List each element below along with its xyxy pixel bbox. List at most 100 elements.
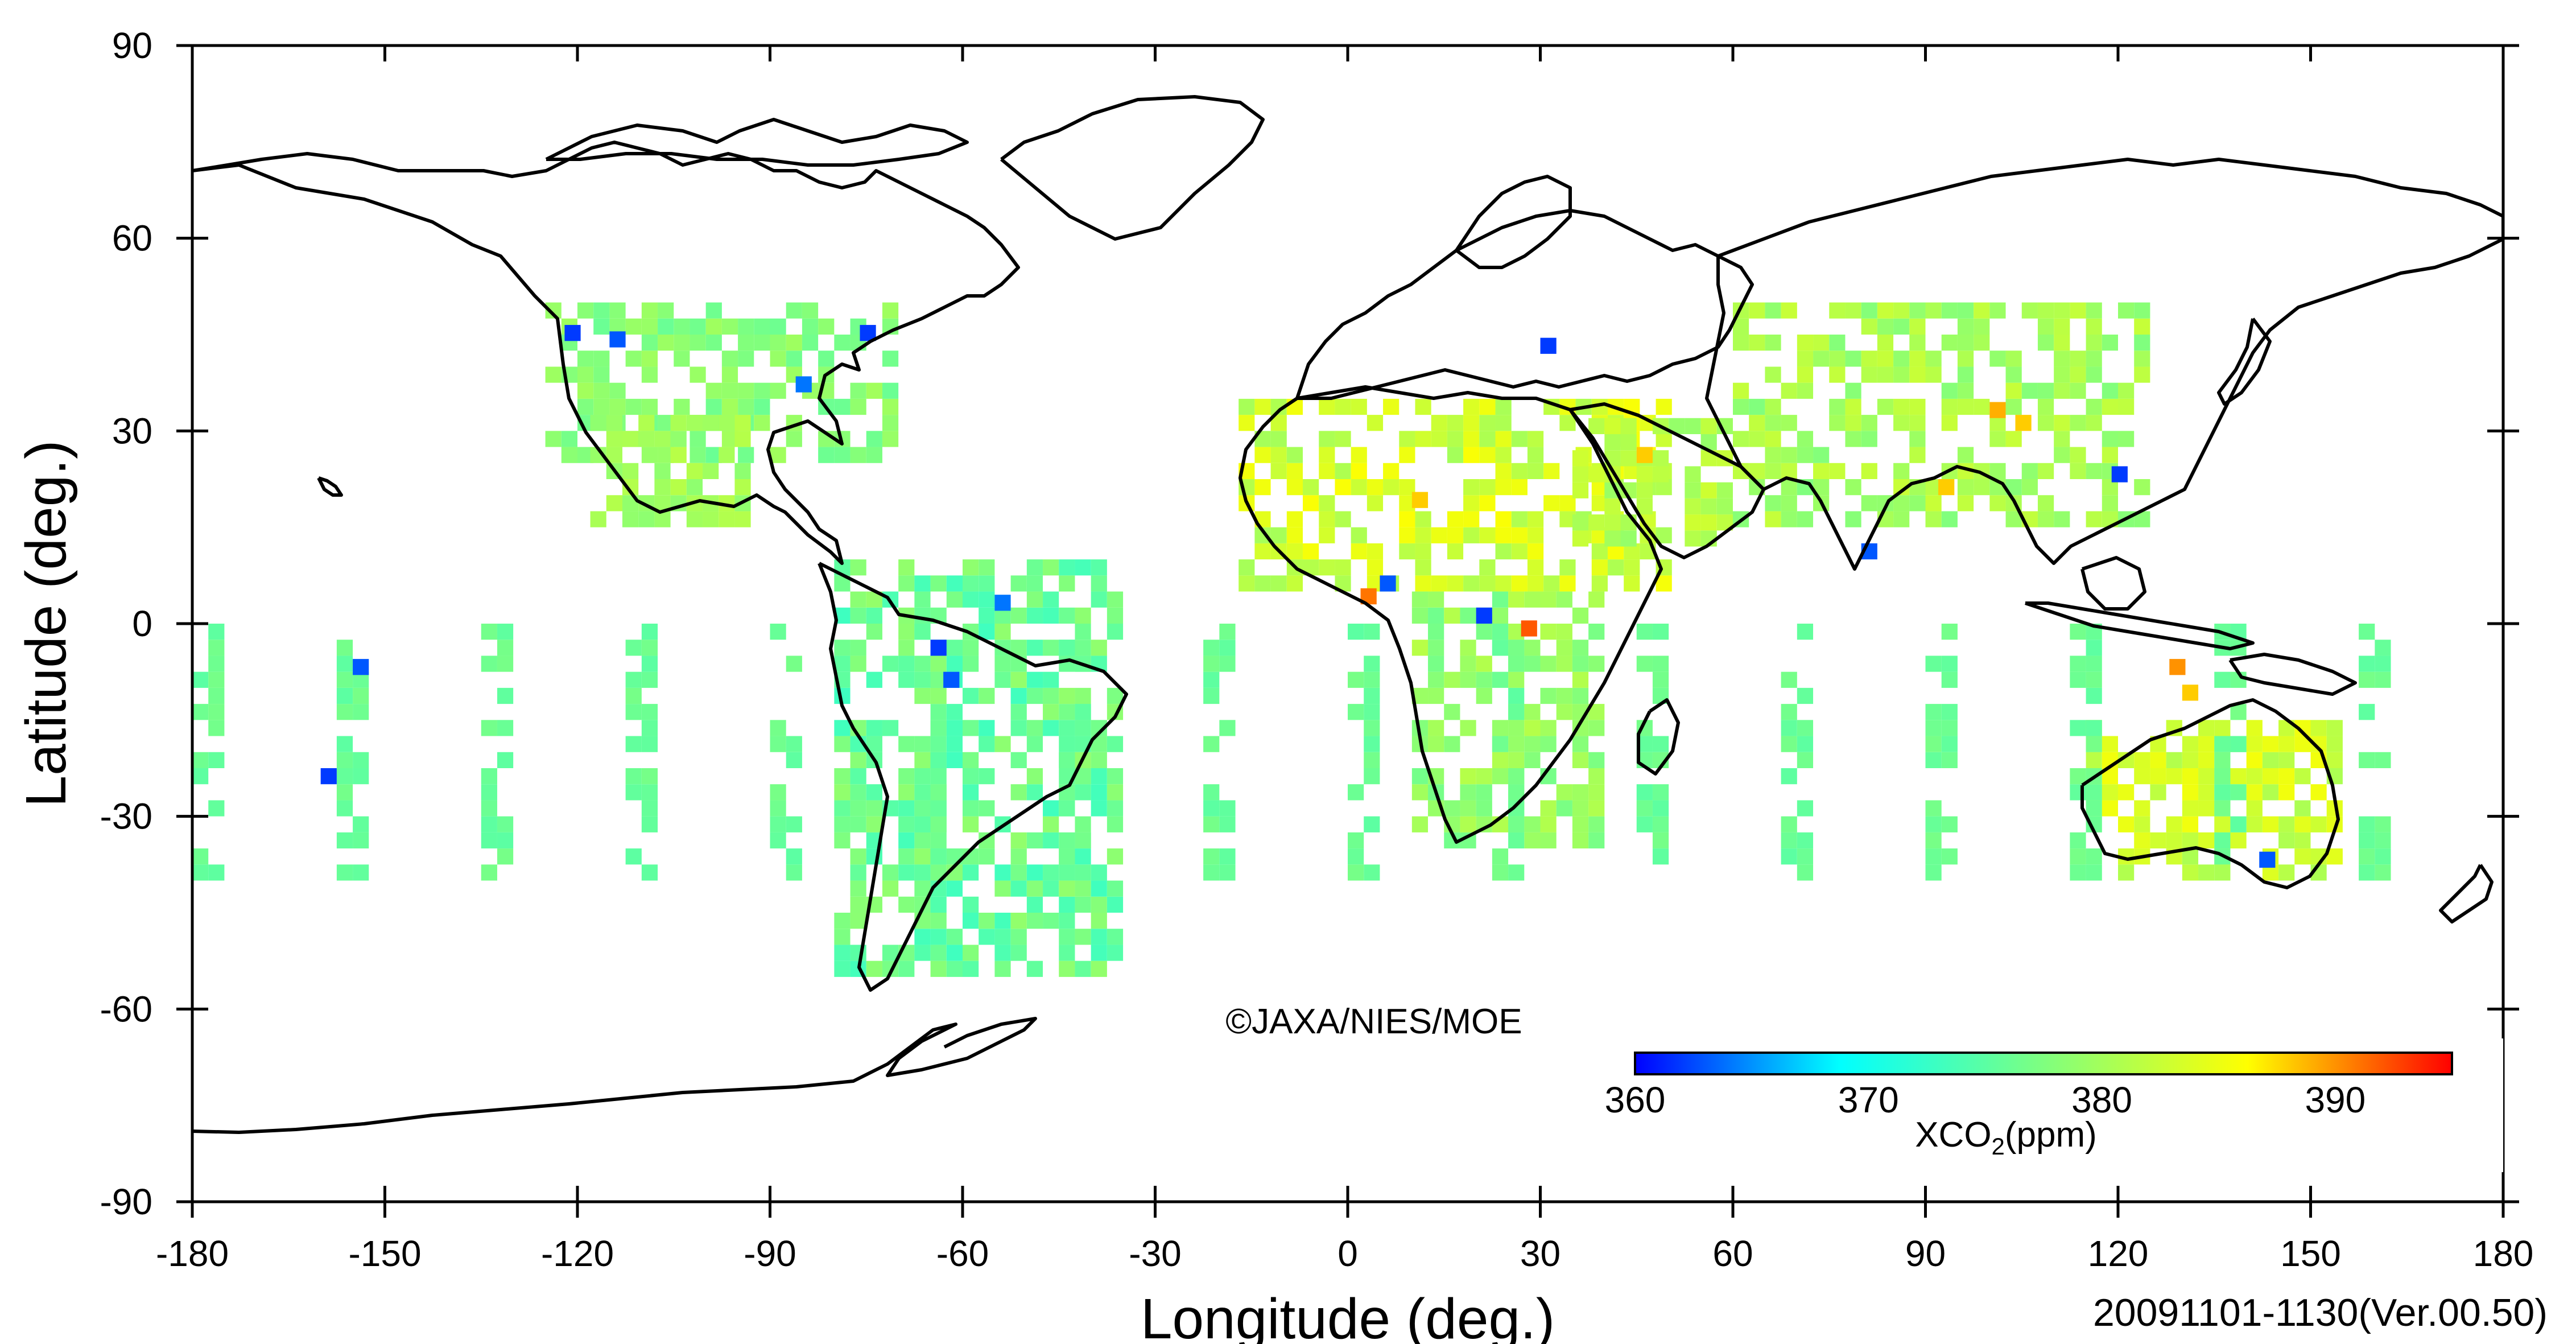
xco2-cell: [606, 431, 622, 447]
xco2-cell: [1383, 479, 1400, 496]
xco2-cell: [1107, 800, 1124, 817]
xco2-cell: [882, 351, 899, 367]
xco2-cell: [2294, 768, 2311, 785]
xco2-cell: [754, 398, 770, 415]
xco2-cell: [946, 575, 963, 592]
xco2-cell: [770, 624, 786, 640]
xco2-cell: [2005, 431, 2022, 447]
xco2-cell: [866, 671, 882, 688]
xco2-cell: [1813, 335, 1830, 351]
xco2-cell: [1540, 591, 1557, 608]
xco2-cell: [1010, 720, 1027, 736]
xco2-cell: [1447, 415, 1464, 431]
xco2-cell: [1107, 607, 1124, 624]
xco2-cell: [2182, 864, 2199, 881]
xco2-cell: [963, 784, 979, 801]
xco2-cell: [979, 929, 995, 945]
xco2-cell: [1026, 832, 1043, 849]
xco2-cell: [1059, 800, 1075, 817]
xco2-cell: [2150, 832, 2166, 849]
xco2-cell: [1335, 463, 1351, 479]
xco2-cell: [2359, 832, 2375, 849]
xco2-cell: [930, 736, 947, 752]
xco2-cell: [1495, 431, 1512, 447]
xco2-cell: [1348, 832, 1364, 849]
xco2-cell: [2070, 655, 2086, 672]
xco2-cell: [2070, 768, 2086, 785]
xco2-cell: [1479, 431, 1496, 447]
xco2-cell: [1364, 720, 1380, 736]
xco2-cell: [1845, 382, 1861, 399]
xco2-cell: [1335, 431, 1351, 447]
xco2-outlier-cell: [1938, 479, 1955, 496]
xco2-cell: [1203, 687, 1220, 704]
xco2-cell: [1893, 511, 1910, 527]
xco2-cell: [1829, 463, 1846, 479]
xco2-cell: [1460, 607, 1476, 624]
xco2-cell: [686, 415, 703, 431]
xco2-cell: [2086, 784, 2102, 801]
xco2-cell: [1765, 335, 1781, 351]
xco2-cell: [658, 335, 674, 351]
xco2-cell: [786, 351, 802, 367]
xco2-cell: [1303, 495, 1319, 512]
xco2-cell: [2070, 366, 2086, 383]
xco2-cell: [1813, 351, 1830, 367]
xco2-cell: [1845, 302, 1861, 319]
xco2-cell: [1797, 511, 1814, 527]
xco2-cell: [818, 318, 835, 335]
coastline-antarctica: [192, 1017, 1037, 1134]
xco2-cell: [1254, 479, 1271, 496]
xco2-cell: [336, 800, 353, 817]
xco2-cell: [1091, 752, 1107, 768]
xco2-cell: [1479, 559, 1496, 576]
xco2-cell: [1508, 832, 1525, 849]
xco2-cell: [738, 318, 754, 335]
xco2-cell: [1460, 800, 1476, 817]
xco2-cell: [2102, 784, 2118, 801]
xco2-cell: [1010, 880, 1027, 897]
xco2-cell: [1107, 945, 1124, 961]
xco2-cell: [866, 960, 882, 977]
xco2-cell: [979, 591, 995, 608]
xco2-cell: [1059, 655, 1075, 672]
axis-ticks: [176, 44, 2519, 1218]
xco2-cell: [1460, 640, 1476, 656]
xco2-cell: [353, 704, 369, 720]
xco2-cell: [1700, 482, 1717, 498]
xco2-cell: [1203, 816, 1220, 832]
xco2-cell: [866, 382, 882, 399]
xco2-cell: [1270, 527, 1287, 543]
xco2-cell: [1059, 704, 1075, 720]
xco2-cell: [1604, 498, 1621, 515]
xco2-cell: [641, 640, 658, 656]
xco2-cell: [1572, 655, 1589, 672]
xco2-cell: [1588, 655, 1605, 672]
xco2-cell: [721, 351, 738, 367]
xco2-outlier-cell: [795, 376, 812, 393]
xco2-cell: [930, 816, 947, 832]
xco2-cell: [2037, 463, 2054, 479]
x-tick-label: -120: [541, 1233, 614, 1274]
xco2-cell: [1075, 880, 1091, 897]
xco2-cell: [2359, 864, 2375, 881]
xco2-cell: [674, 398, 690, 415]
xco2-cell: [946, 720, 963, 736]
xco2-cell: [1319, 511, 1335, 527]
xco2-cell: [834, 929, 851, 945]
xco2-cell: [914, 736, 931, 752]
coastline-pacific-islands: [317, 476, 343, 497]
x-tick-label: 120: [2088, 1233, 2149, 1274]
xco2-cell: [497, 624, 514, 640]
xco2-cell: [1351, 447, 1367, 463]
xco2-cell: [1476, 800, 1492, 817]
xco2-cell: [738, 351, 754, 367]
xco2-cell: [1219, 800, 1236, 817]
xco2-cell: [353, 752, 369, 768]
colorbar-tick-label: 370: [1838, 1079, 1899, 1120]
xco2-cell: [734, 479, 751, 496]
xco2-cell: [1829, 302, 1846, 319]
xco2-cell: [1335, 559, 1351, 576]
xco2-cell: [1286, 527, 1303, 543]
xco2-cell: [1700, 498, 1717, 515]
